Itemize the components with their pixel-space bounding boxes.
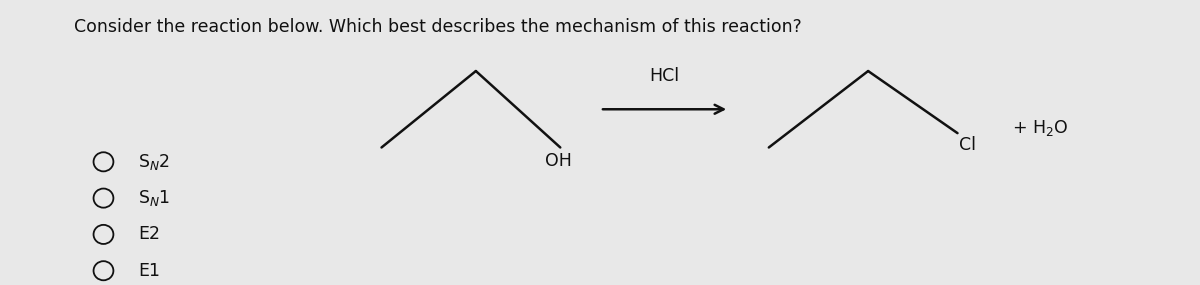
Text: HCl: HCl <box>649 67 679 86</box>
Text: E2: E2 <box>138 225 161 243</box>
Text: + H$_2$O: + H$_2$O <box>1012 118 1068 139</box>
Text: S$_{N}$1: S$_{N}$1 <box>138 188 170 208</box>
Text: Consider the reaction below. Which best describes the mechanism of this reaction: Consider the reaction below. Which best … <box>73 19 802 36</box>
Text: E1: E1 <box>138 262 161 280</box>
Text: Cl: Cl <box>960 136 977 154</box>
Text: S$_{N}$2: S$_{N}$2 <box>138 152 170 172</box>
Text: OH: OH <box>545 152 572 170</box>
